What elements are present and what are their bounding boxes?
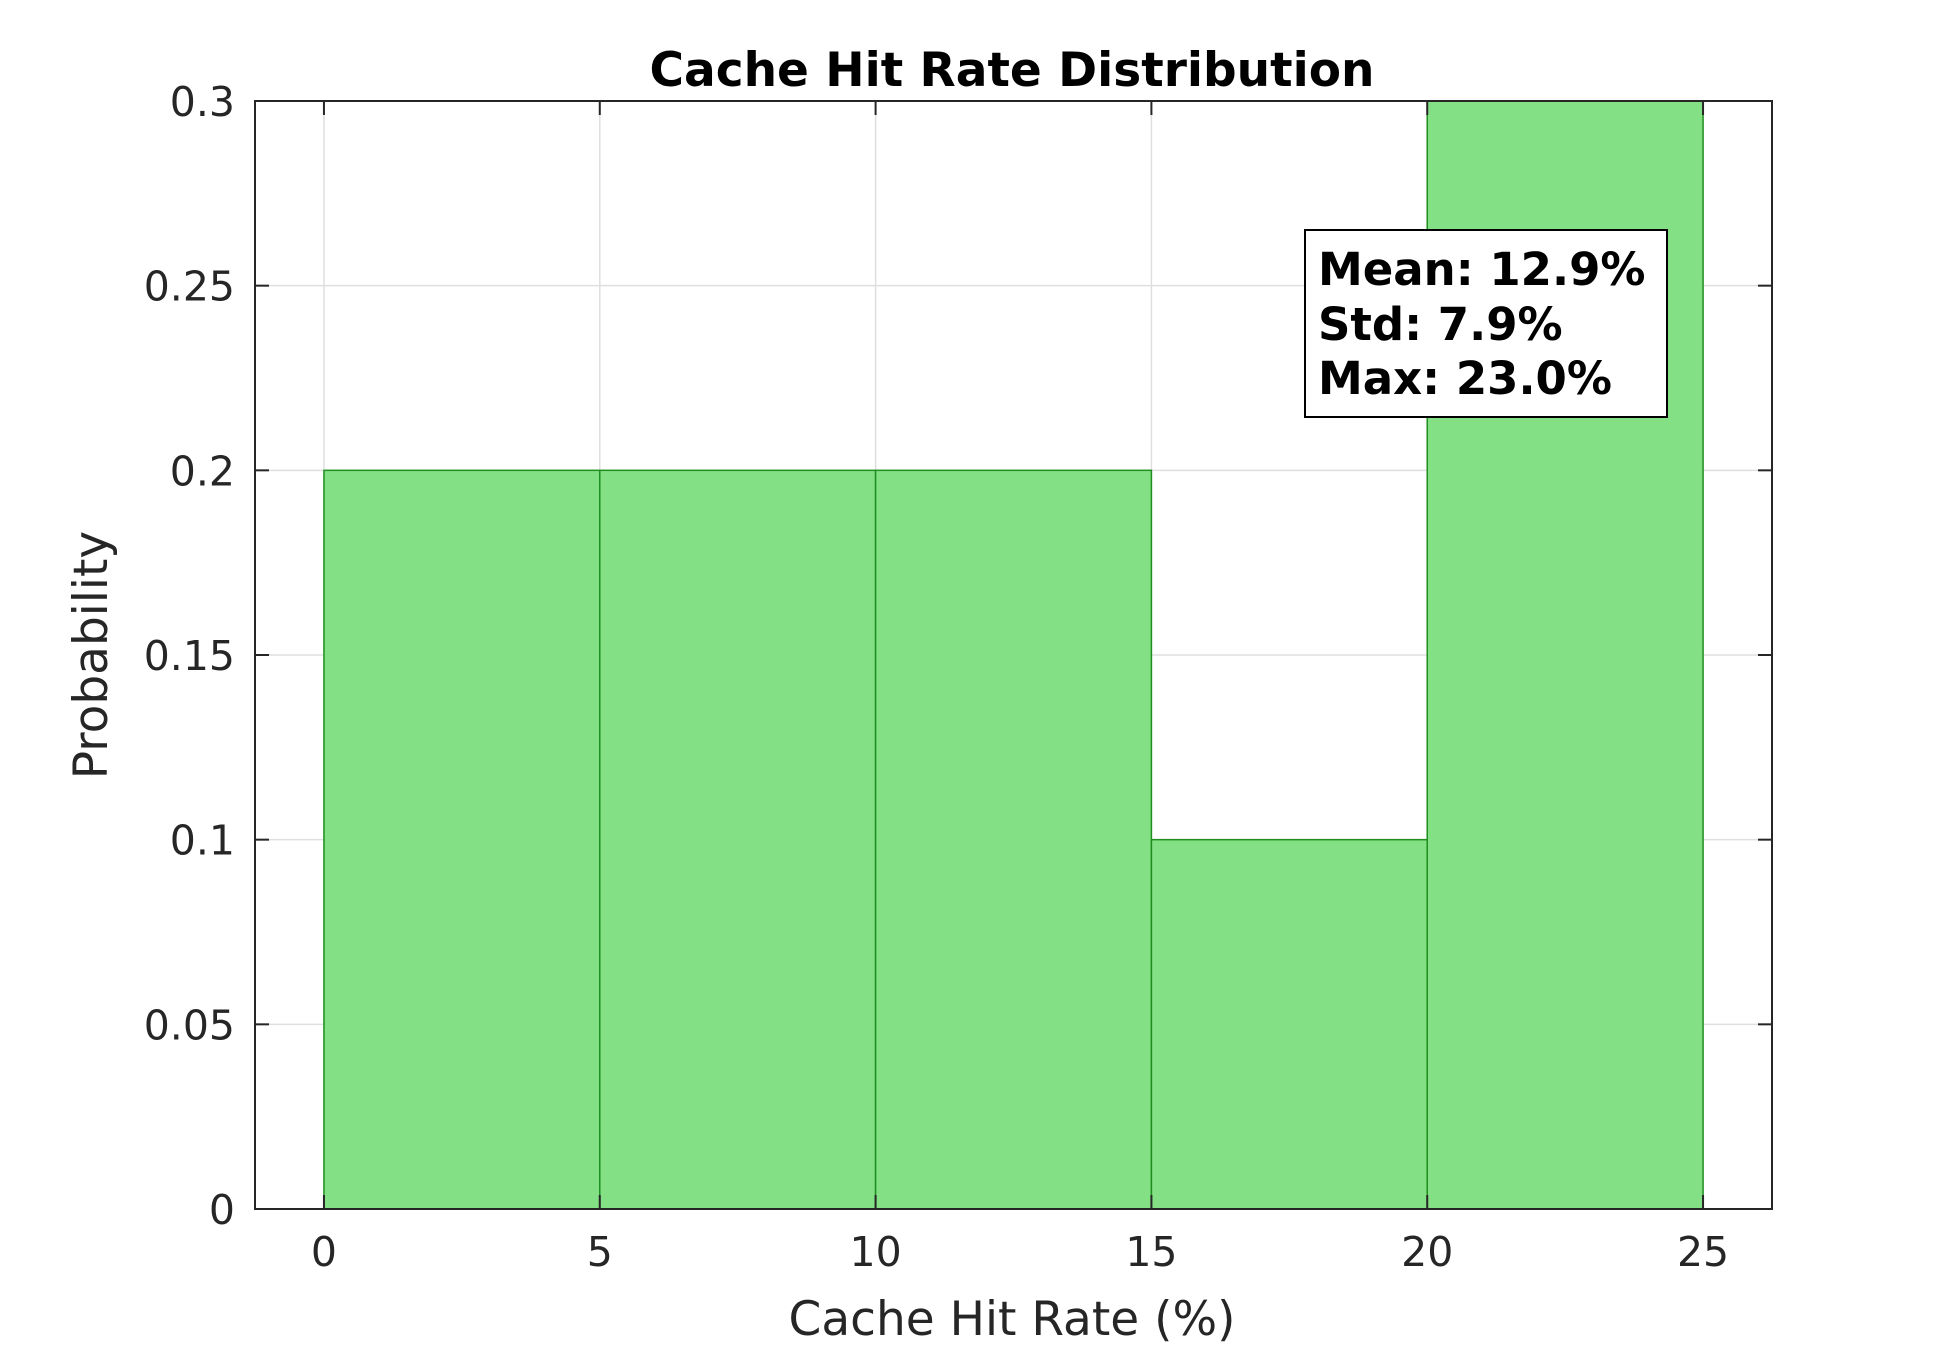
stats-max: Max: 23.0% [1318,352,1612,405]
x-tick-label-0: 0 [311,1228,337,1276]
y-tick-label-1: 0.05 [144,1001,235,1049]
y-tick-labels: 0 0.05 0.1 0.15 0.2 0.25 0.3 [144,78,235,1234]
y-tick-label-3: 0.15 [144,632,235,680]
y-tick-label-4: 0.2 [170,447,235,495]
y-tick-label-6: 0.3 [170,78,235,126]
y-tick-label-2: 0.1 [170,817,235,865]
stats-std: Std: 7.9% [1318,298,1563,351]
axis-ticks [255,100,1772,1210]
histogram-bar-1 [599,469,877,1210]
x-axis-label: Cache Hit Rate (%) [789,1292,1236,1347]
x-tick-label-1: 5 [587,1228,613,1276]
x-tick-labels: 0 5 10 15 20 25 [311,1228,1729,1276]
y-tick-label-0: 0 [209,1186,235,1234]
stats-annotation: Mean: 12.9% Std: 7.9% Max: 23.0% [1304,229,1668,418]
x-tick-label-2: 10 [850,1228,902,1276]
chart-title: Cache Hit Rate Distribution [650,43,1375,98]
histogram-bar-3 [1150,838,1428,1210]
histogram-bar-2 [874,469,1153,1210]
x-tick-label-5: 25 [1677,1228,1729,1276]
x-tick-label-3: 15 [1125,1228,1177,1276]
x-tick-label-4: 20 [1401,1228,1453,1276]
histogram-bars [323,100,1704,1210]
stats-mean: Mean: 12.9% [1318,243,1645,296]
stats-box [1304,229,1668,418]
y-tick-label-5: 0.25 [144,263,235,311]
histogram-bar-0 [323,469,601,1210]
y-axis-label: Probability [64,531,119,779]
